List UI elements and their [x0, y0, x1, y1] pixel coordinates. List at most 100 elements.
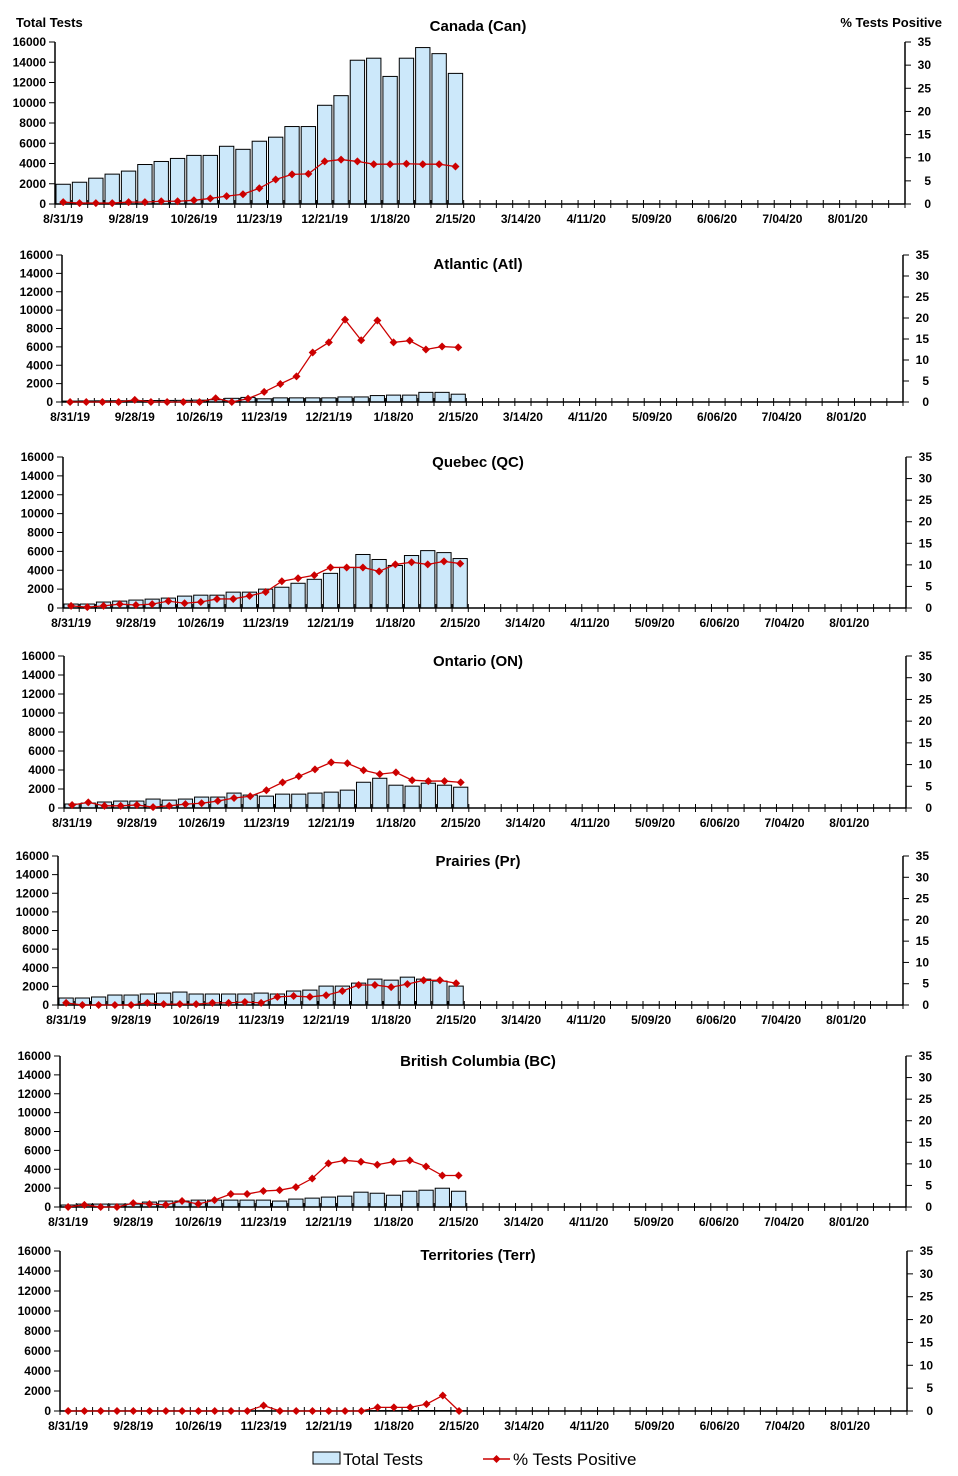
pct-positive-point	[113, 1407, 122, 1415]
right-tick-label: 30	[916, 269, 930, 283]
pct-positive-point	[116, 801, 125, 810]
pct-positive-point	[324, 1159, 333, 1168]
pct-positive-point	[196, 597, 205, 606]
pct-positive-point	[370, 980, 379, 989]
x-tick-label: 4/11/20	[569, 1215, 609, 1229]
bar	[353, 396, 369, 403]
pct-positive-point	[210, 1407, 219, 1415]
panel-quebec-qc: Quebec (QC) 0 2000 4000 6000 8000 10000 12000 14…	[21, 450, 933, 630]
x-tick-label: 10/26/19	[178, 816, 225, 830]
pct-positive-point	[129, 1199, 138, 1208]
bar	[431, 53, 447, 205]
bar	[223, 1199, 239, 1208]
pct-positive-point	[438, 1391, 447, 1400]
pct-positive-point	[276, 379, 285, 388]
x-tick-label: 8/01/20	[829, 616, 869, 630]
pct-positive-point	[243, 394, 252, 403]
left-tick-label: 6000	[19, 136, 46, 150]
panel-title: Prairies (Pr)	[435, 853, 520, 870]
pct-positive-point	[320, 157, 329, 166]
left-tick-label: 12000	[16, 886, 50, 900]
bar	[288, 1198, 304, 1208]
bar	[251, 140, 267, 205]
x-tick-label: 7/04/20	[762, 410, 802, 424]
x-tick-label: 8/01/20	[826, 1013, 866, 1027]
pct-positive-point	[180, 599, 189, 608]
pct-positive-point	[178, 1407, 187, 1415]
pct-positive-point	[419, 976, 428, 985]
x-tick-label: 8/31/19	[48, 1215, 88, 1229]
bar	[333, 95, 349, 205]
x-tick-label: 10/26/19	[177, 616, 224, 630]
pct-positive-point	[343, 759, 352, 768]
pct-positive-point	[389, 338, 398, 347]
x-tick-label: 8/01/20	[829, 816, 869, 830]
left-tick-label: 0	[46, 395, 53, 409]
pct-positive-point	[240, 998, 249, 1007]
x-tick-label: 2/15/20	[440, 616, 480, 630]
x-tick-label: 10/26/19	[175, 1215, 222, 1229]
legend-bars-label: Total Tests	[343, 1450, 423, 1469]
x-tick-label: 9/28/19	[116, 616, 156, 630]
left-tick-label: 4000	[24, 1364, 51, 1378]
pct-positive-point	[82, 398, 91, 406]
pct-positive-point	[194, 1407, 203, 1415]
left-tick-label: 6000	[27, 544, 54, 558]
bar	[258, 795, 274, 809]
right-tick-label: 25	[920, 1290, 934, 1304]
pct-positive-point	[273, 992, 282, 1001]
left-tick-label: 14000	[16, 868, 50, 882]
x-tick-label: 5/09/20	[631, 1013, 671, 1027]
x-tick-label: 11/23/19	[241, 410, 287, 424]
pct-positive-point	[308, 1174, 317, 1183]
bar	[398, 57, 415, 205]
pct-positive-point	[62, 998, 71, 1007]
right-tick-label: 10	[919, 558, 933, 572]
bar	[337, 1195, 353, 1208]
pct-positive-point	[452, 979, 461, 988]
bar	[353, 1191, 369, 1208]
pct-positive-point	[226, 1190, 235, 1199]
pct-positive-point	[161, 1407, 170, 1415]
bar	[323, 791, 339, 809]
x-tick-label: 3/14/20	[504, 1215, 544, 1229]
left-tick-label: 8000	[27, 526, 54, 540]
pct-positive-point	[439, 557, 448, 566]
left-tick-label: 10000	[16, 905, 50, 919]
pct-positive-point	[373, 1403, 382, 1412]
right-tick-label: 25	[919, 493, 933, 507]
bar	[366, 57, 382, 205]
pct-positive-point	[195, 398, 204, 406]
pct-positive-point	[194, 1199, 203, 1208]
x-tick-label: 3/14/20	[503, 410, 543, 424]
pct-positive-point	[354, 980, 363, 989]
panel-title: Quebec (QC)	[432, 454, 524, 471]
x-tick-label: 5/09/20	[635, 616, 675, 630]
right-tick-label: 35	[919, 450, 933, 464]
right-tick-label: 0	[925, 801, 932, 815]
pct-positive-point	[84, 798, 93, 807]
left-tick-label: 4000	[22, 961, 49, 975]
pct-positive-point	[110, 1001, 119, 1009]
pct-positive-point	[288, 170, 297, 179]
pct-positive-point	[405, 336, 414, 345]
pct-positive-point	[405, 1156, 414, 1165]
right-tick-label: 15	[919, 736, 933, 750]
bar	[272, 1200, 288, 1208]
x-tick-label: 7/04/20	[761, 1013, 801, 1027]
pct-positive-point	[159, 1000, 168, 1009]
x-tick-label: 6/06/20	[696, 1013, 736, 1027]
right-tick-label: 25	[916, 892, 930, 906]
pct-positive-point	[435, 976, 444, 985]
pct-positive-point	[422, 1400, 431, 1409]
x-tick-label: 2/15/20	[439, 1215, 479, 1229]
x-tick-label: 10/26/19	[173, 1013, 220, 1027]
x-tick-label: 1/18/20	[375, 616, 415, 630]
pct-positive-point	[455, 1407, 464, 1415]
pct-positive-point	[211, 394, 220, 403]
pct-positive-point	[326, 563, 335, 572]
right-tick-label: 35	[919, 1049, 933, 1063]
pct-positive-point	[438, 342, 447, 351]
x-tick-label: 7/04/20	[764, 616, 804, 630]
bar	[339, 566, 355, 609]
